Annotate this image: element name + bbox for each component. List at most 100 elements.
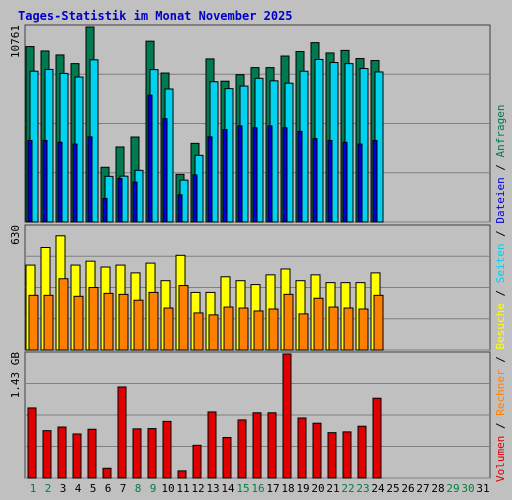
day-label-6: 6	[105, 482, 112, 495]
day-label-3: 3	[60, 482, 67, 495]
bar-rechner-day-3	[58, 278, 69, 351]
day-label-20: 20	[311, 482, 324, 495]
day-label-30: 30	[461, 482, 474, 495]
bar-volumen-day-20	[312, 422, 322, 479]
bar-dateien-day-8	[132, 181, 138, 223]
day-label-7: 7	[120, 482, 127, 495]
bar-volumen-day-23	[357, 425, 367, 479]
bar-volumen-day-24	[372, 397, 382, 479]
bar-dateien-day-9	[147, 94, 153, 223]
series-seiten	[29, 58, 384, 223]
bar-volumen-day-19	[297, 417, 307, 479]
bar-dateien-day-14	[222, 129, 228, 223]
legend-item: /	[494, 350, 507, 370]
day-label-4: 4	[75, 482, 82, 495]
series-volumen	[27, 353, 382, 479]
bar-volumen-day-6	[102, 467, 112, 479]
legend-item: Volumen	[494, 436, 507, 482]
day-label-16: 16	[251, 482, 264, 495]
bar-volumen-day-1	[27, 407, 37, 479]
bar-rechner-day-9	[148, 291, 159, 351]
day-label-24: 24	[371, 482, 385, 495]
bar-dateien-day-18	[282, 127, 288, 223]
x-axis-day-labels: 1 2 3 4 5 6 7 8 9 10 11 12 13 14 15 16 17 18 19 20 21 22 23 24 2…	[30, 482, 490, 495]
series-rechner	[28, 278, 384, 351]
legend-item: Besuche	[494, 303, 507, 349]
day-label-22: 22	[341, 482, 354, 495]
legend-item: /	[494, 157, 507, 177]
bar-dateien-day-15	[237, 125, 243, 223]
bar-dateien-day-12	[192, 174, 198, 223]
panel-top	[24, 24, 491, 223]
bar-rechner-day-17	[268, 308, 279, 351]
bar-volumen-day-8	[132, 428, 142, 479]
legend-item: Rechner	[494, 369, 507, 416]
bar-volumen-day-4	[72, 433, 82, 479]
day-label-2: 2	[45, 482, 52, 495]
bar-rechner-day-2	[43, 294, 54, 351]
bar-volumen-day-9	[147, 428, 157, 479]
bar-dateien-day-23	[357, 143, 363, 223]
bar-rechner-day-6	[103, 292, 114, 351]
legend-item: /	[494, 283, 507, 303]
max-label-bottom: 1.43 GB	[9, 352, 22, 399]
day-label-29: 29	[446, 482, 459, 495]
bar-volumen-day-7	[117, 386, 127, 479]
day-label-18: 18	[281, 482, 294, 495]
bar-volumen-day-10	[162, 420, 172, 479]
bar-rechner-day-22	[343, 307, 354, 351]
bar-volumen-day-16	[252, 412, 262, 479]
bar-rechner-day-15	[238, 307, 249, 351]
max-label-middle: 630	[9, 225, 22, 245]
bar-rechner-day-20	[313, 297, 324, 351]
day-label-8: 8	[135, 482, 142, 495]
bar-volumen-day-3	[57, 426, 67, 479]
bar-rechner-day-19	[298, 313, 309, 351]
bar-rechner-day-12	[193, 312, 204, 351]
bar-volumen-day-13	[207, 411, 217, 479]
day-label-25: 25	[386, 482, 399, 495]
bar-rechner-day-8	[133, 299, 144, 351]
bar-dateien-day-17	[267, 125, 273, 223]
legend-item: Dateien	[494, 177, 507, 223]
bar-dateien-day-21	[327, 139, 333, 223]
day-label-5: 5	[90, 482, 97, 495]
bar-rechner-day-24	[373, 294, 384, 351]
day-label-12: 12	[191, 482, 204, 495]
day-label-31: 31	[476, 482, 489, 495]
legend-item: /	[494, 224, 507, 244]
legend-item: Seiten	[494, 244, 507, 284]
bar-rechner-day-14	[223, 306, 234, 351]
bar-dateien-day-2	[42, 139, 48, 223]
bar-dateien-day-24	[372, 139, 378, 223]
bar-rechner-day-5	[88, 287, 99, 351]
series-dateien	[27, 94, 378, 223]
day-label-9: 9	[150, 482, 157, 495]
bar-dateien-day-1	[27, 139, 33, 223]
bar-volumen-day-14	[222, 437, 232, 479]
bar-dateien-day-22	[342, 141, 348, 223]
bar-volumen-day-11	[177, 470, 187, 479]
panel-middle	[24, 224, 491, 351]
bar-volumen-day-22	[342, 431, 352, 479]
bar-volumen-day-2	[42, 430, 52, 479]
bar-rechner-day-11	[178, 285, 189, 351]
bar-volumen-day-12	[192, 444, 202, 479]
bar-dateien-day-7	[117, 178, 123, 223]
bar-dateien-day-20	[312, 138, 318, 223]
day-label-11: 11	[176, 482, 189, 495]
day-label-1: 1	[30, 482, 37, 495]
bar-rechner-day-4	[73, 295, 84, 351]
day-label-23: 23	[356, 482, 369, 495]
panel-bottom	[24, 351, 491, 479]
day-label-13: 13	[206, 482, 219, 495]
day-label-10: 10	[161, 482, 174, 495]
bar-rechner-day-13	[208, 314, 219, 351]
bar-dateien-day-3	[57, 141, 63, 223]
chart-title: Tages-Statistik im Monat November 2025	[18, 9, 293, 23]
axis-max-labels: 10761 630 1.43 GB	[9, 25, 22, 398]
bar-rechner-day-16	[253, 310, 264, 351]
legend-item: /	[494, 416, 507, 436]
